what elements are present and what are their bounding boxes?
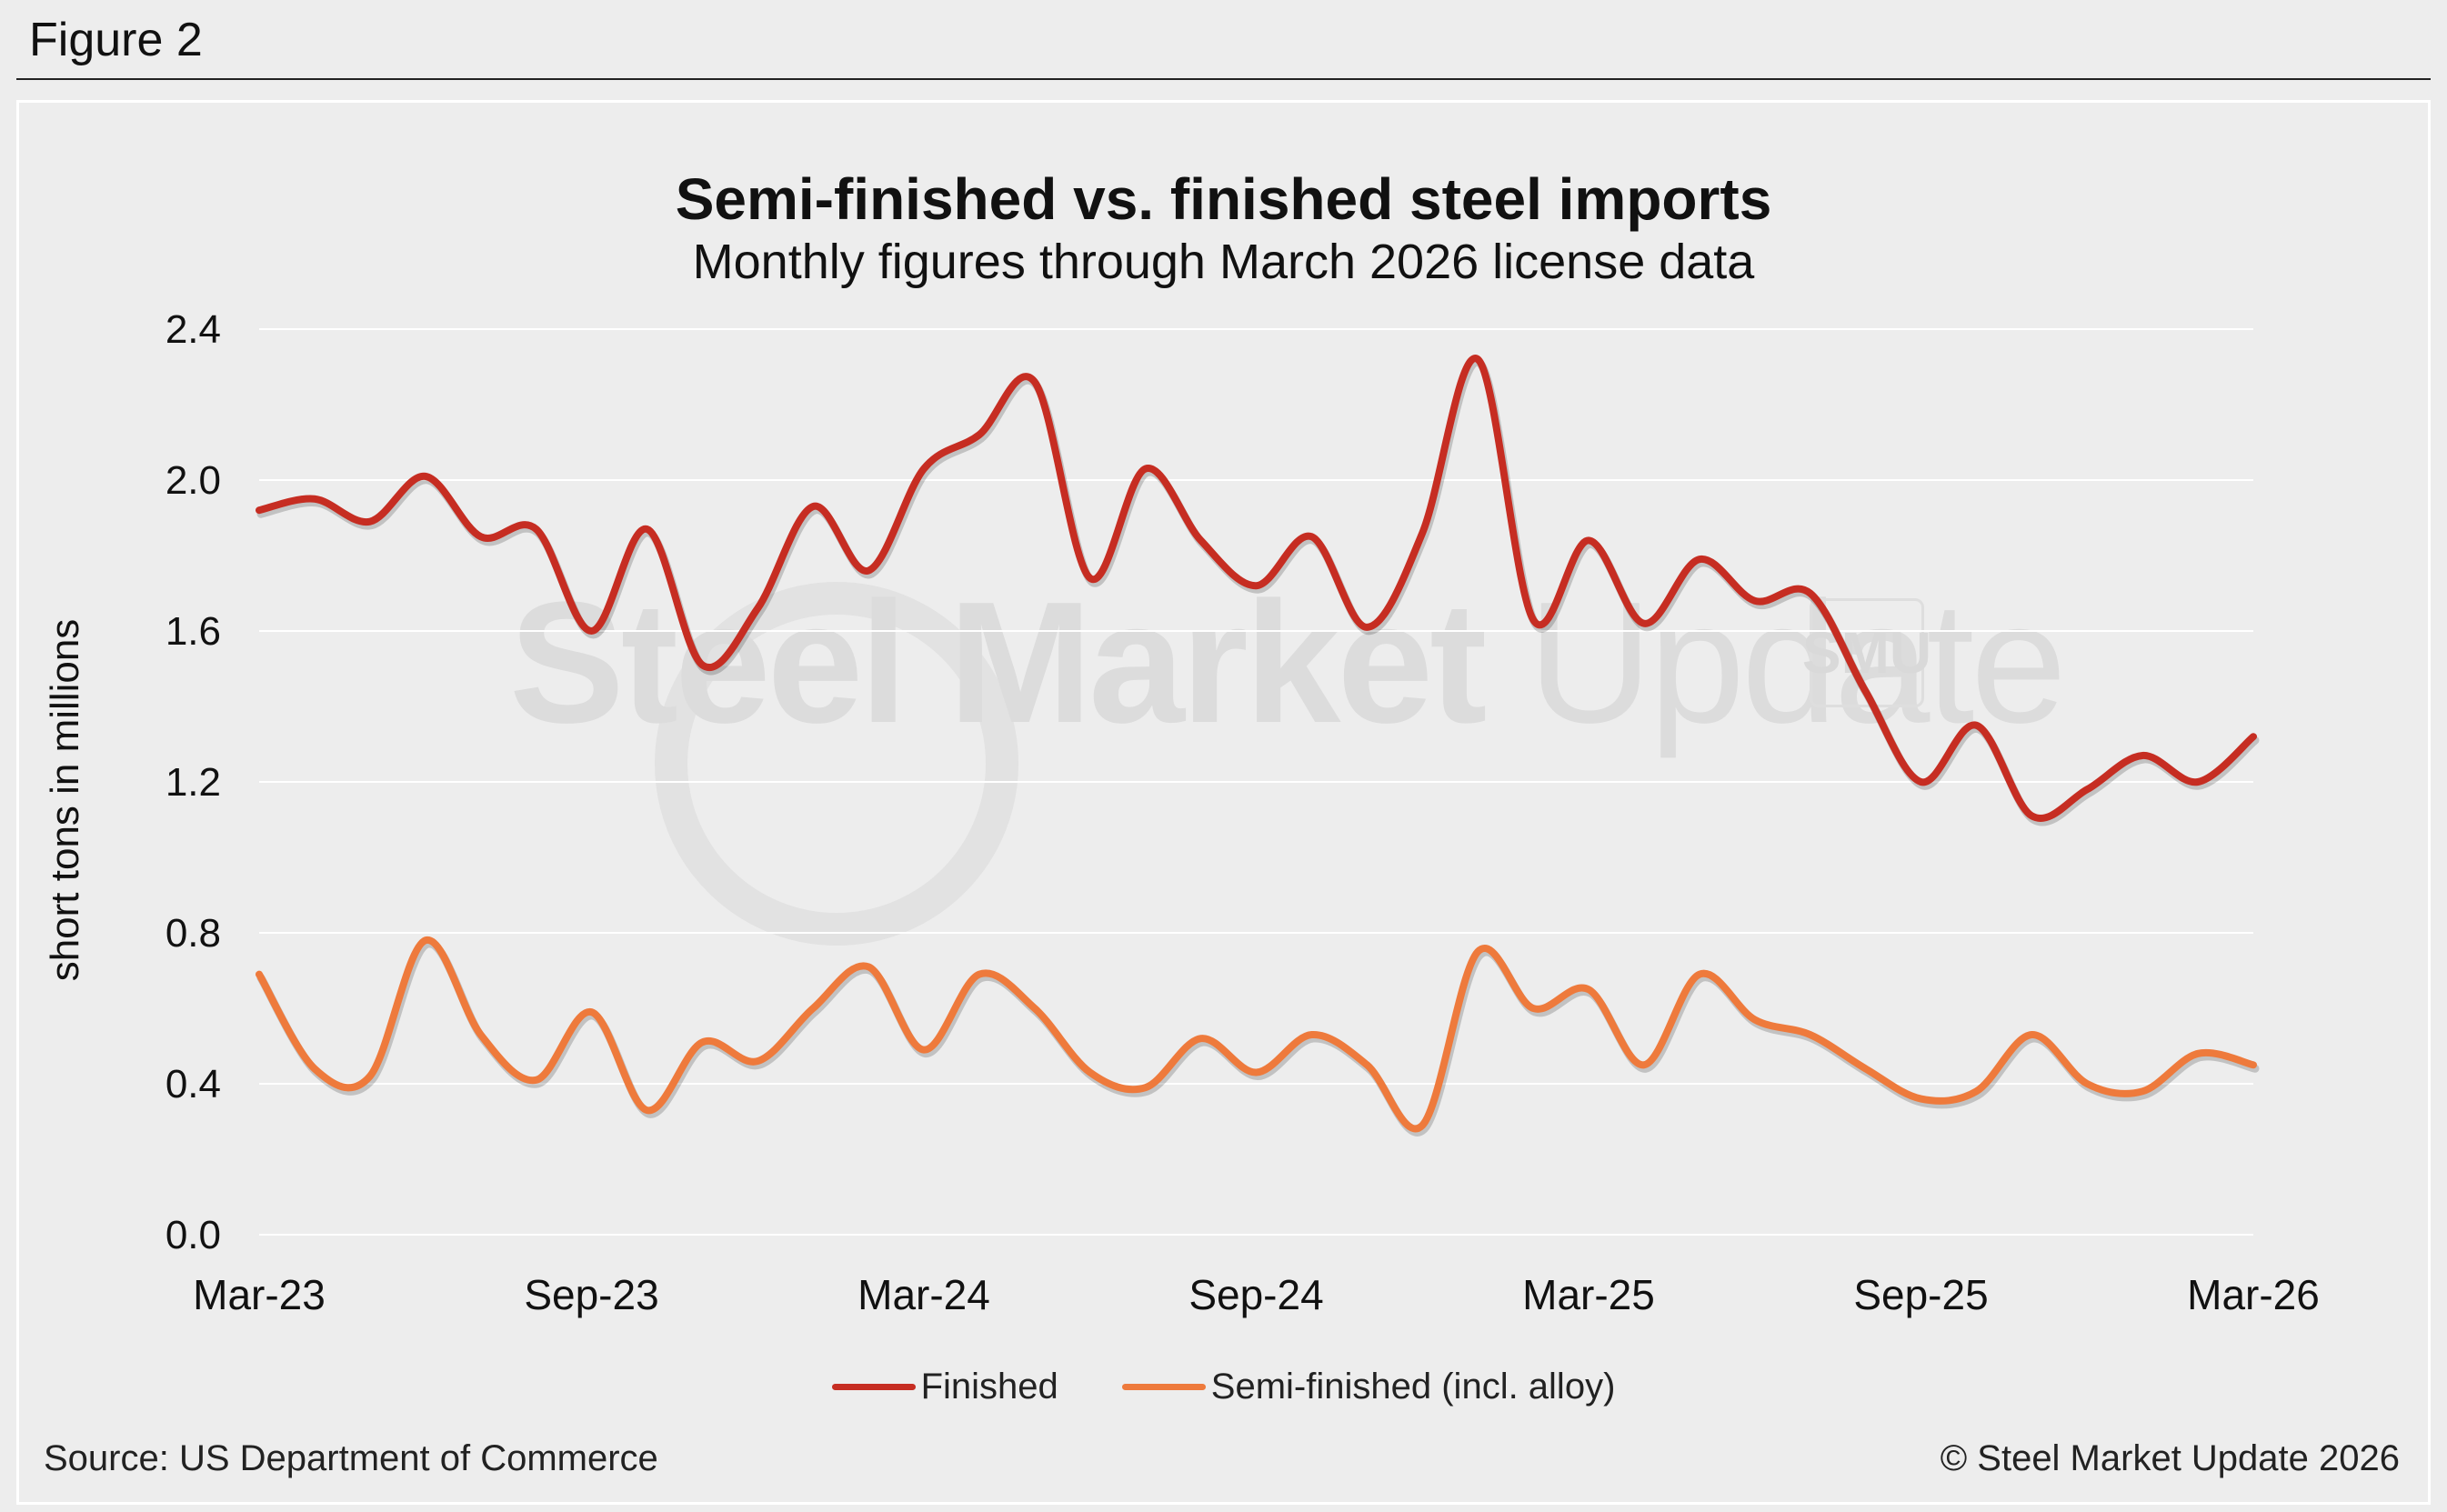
watermark-text: Steel Market Update (509, 564, 2067, 762)
x-tick-label: Mar-25 (1522, 1271, 1655, 1318)
y-axis-label: short tons in millions (43, 619, 87, 982)
x-tick-label: Sep-23 (524, 1271, 658, 1318)
x-tick-label: Sep-25 (1853, 1271, 1988, 1318)
y-axis-ticks: 0.0 0.4 0.8 1.2 1.6 2.0 2.4 (165, 307, 221, 1257)
legend-swatch-semi-finished (1121, 1384, 1206, 1390)
chart-panel (16, 100, 2431, 1505)
y-tick-label: 0.0 (165, 1213, 221, 1257)
y-tick-label: 2.0 (165, 458, 221, 503)
x-tick-label: Sep-24 (1188, 1271, 1323, 1318)
series-lines (256, 355, 2260, 1137)
legend-item-finished: Finished (831, 1367, 1058, 1407)
source-note: Source: US Department of Commerce (44, 1438, 658, 1478)
legend-label-semi-finished: Semi-finished (incl. alloy) (1210, 1367, 1616, 1407)
legend: Finished Semi-finished (incl. alloy) (0, 1367, 2447, 1407)
x-tick-label: Mar-26 (2187, 1271, 2320, 1318)
x-axis-ticks: Mar-23 Sep-23 Mar-24 Sep-24 Mar-25 Sep-25 Mar-… (193, 1271, 2320, 1318)
y-tick-label: 1.2 (165, 760, 221, 805)
y-tick-label: 2.4 (165, 307, 221, 352)
series-shadow-0 (256, 357, 2260, 826)
legend-label-finished: Finished (920, 1367, 1058, 1407)
x-tick-label: Mar-23 (193, 1271, 326, 1318)
legend-swatch-finished (831, 1384, 916, 1390)
y-tick-label: 0.8 (165, 911, 221, 956)
chart-subtitle: Monthly figures through March 2026 licen… (692, 235, 1755, 289)
figure-label: Figure 2 (29, 14, 203, 66)
series-line-semi-finished (256, 936, 2257, 1133)
y-tick-label: 1.6 (165, 609, 221, 654)
chart-title: Semi-finished vs. finished steel imports (675, 166, 1772, 232)
y-tick-label: 0.4 (165, 1062, 221, 1106)
legend-item-semi-finished: Semi-finished (incl. alloy) (1121, 1367, 1616, 1407)
series-line-finished (256, 355, 2257, 822)
series-shadow-1 (256, 939, 2260, 1137)
copyright-note: © Steel Market Update 2026 (1940, 1438, 2400, 1478)
x-tick-label: Mar-24 (857, 1271, 990, 1318)
header-divider (16, 78, 2431, 80)
